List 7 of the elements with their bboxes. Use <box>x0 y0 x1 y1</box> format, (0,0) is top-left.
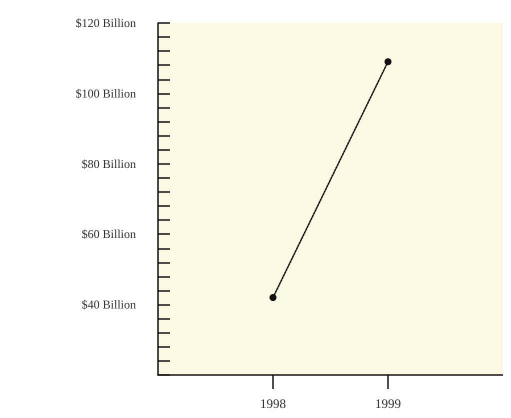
y-tick-label: $100 Billion <box>76 86 136 100</box>
x-tick-label: 1998 <box>260 396 286 411</box>
y-tick-label: $60 Billion <box>82 227 136 242</box>
x-tick-label: 1999 <box>375 396 401 411</box>
y-tick-label: $120 Billion <box>76 16 136 30</box>
y-tick-label: $80 Billion <box>82 156 136 171</box>
y-tick-label: $40 Billion <box>82 298 136 312</box>
